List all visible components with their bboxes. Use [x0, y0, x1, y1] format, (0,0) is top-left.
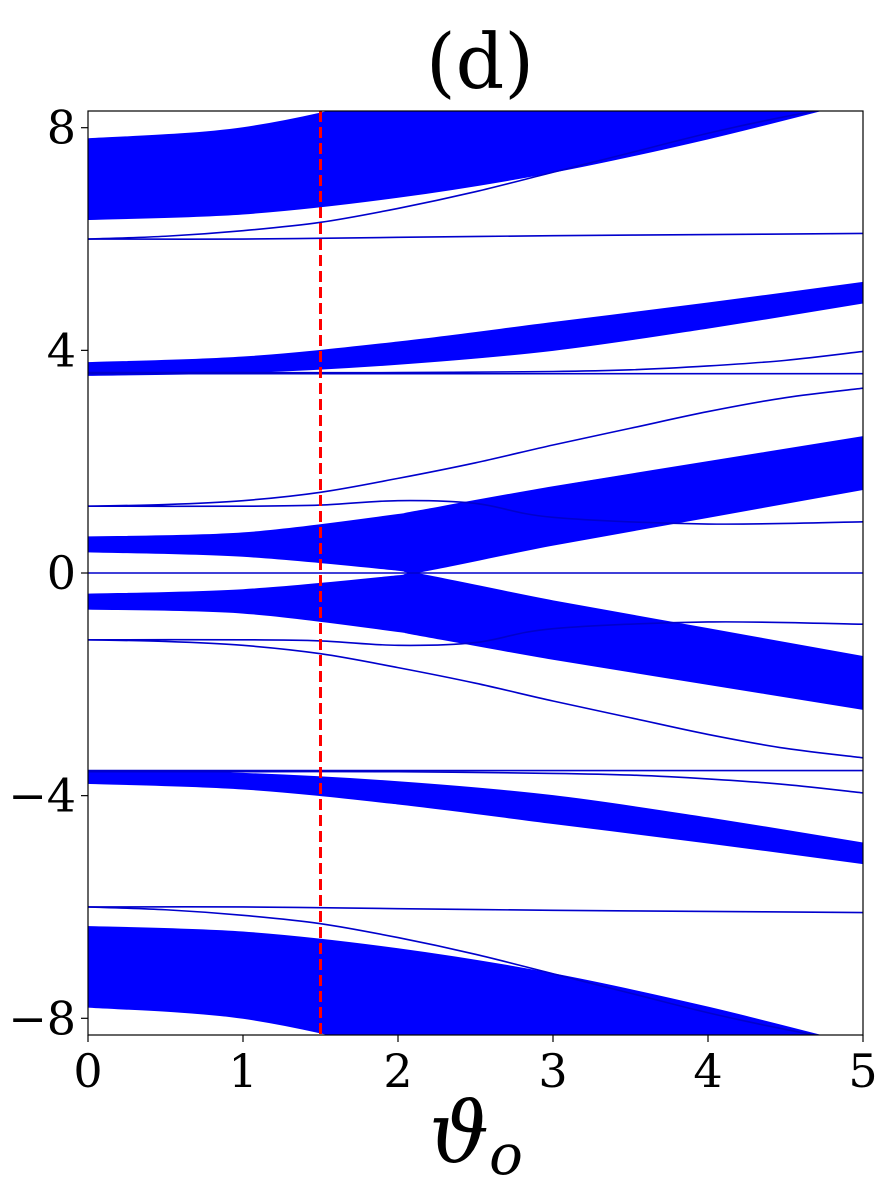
y-axis: −8 −4 0 4 8 — [8, 101, 88, 1045]
edge-state-line-12 — [88, 906, 863, 914]
energy-band-6 — [88, 925, 822, 1035]
x-axis-label: ϑo — [429, 1084, 523, 1183]
edge-state-lines — [88, 111, 863, 1035]
edge-state-line-6 — [88, 499, 863, 525]
chart-title: (d) — [426, 17, 534, 106]
edge-state-line-5 — [88, 387, 863, 507]
edge-state-line-13 — [88, 906, 820, 1035]
y-tick-label: −4 — [8, 769, 76, 823]
plot-area — [88, 111, 863, 1035]
edge-state-line-1 — [88, 232, 863, 240]
energy-band-4 — [88, 570, 863, 710]
x-tick-label: 3 — [538, 1044, 567, 1098]
edge-state-line-4 — [88, 350, 863, 374]
edge-state-line-2 — [88, 111, 820, 240]
x-tick-label: 1 — [228, 1044, 257, 1098]
x-tick-label: 0 — [73, 1044, 102, 1098]
x-axis-label-symbol: ϑ — [429, 1084, 489, 1182]
y-tick-label: 8 — [47, 101, 76, 155]
edge-state-line-9 — [88, 639, 863, 759]
x-tick-label: 5 — [848, 1044, 877, 1098]
x-tick-label: 4 — [693, 1044, 722, 1098]
edge-state-line-11 — [88, 770, 863, 794]
energy-band-1 — [88, 111, 822, 221]
edge-state-line-8 — [88, 621, 863, 647]
y-tick-label: −8 — [8, 991, 76, 1045]
x-tick-label: 2 — [383, 1044, 412, 1098]
energy-band-2 — [88, 281, 863, 376]
energy-band-5 — [88, 770, 863, 865]
energy-bands — [88, 111, 863, 1035]
x-axis: 0 1 2 3 4 5 — [73, 1035, 878, 1098]
y-tick-label: 4 — [47, 323, 76, 377]
energy-band-3 — [88, 436, 863, 576]
x-axis-label-subscript: o — [489, 1123, 523, 1183]
y-tick-label: 0 — [47, 546, 76, 600]
